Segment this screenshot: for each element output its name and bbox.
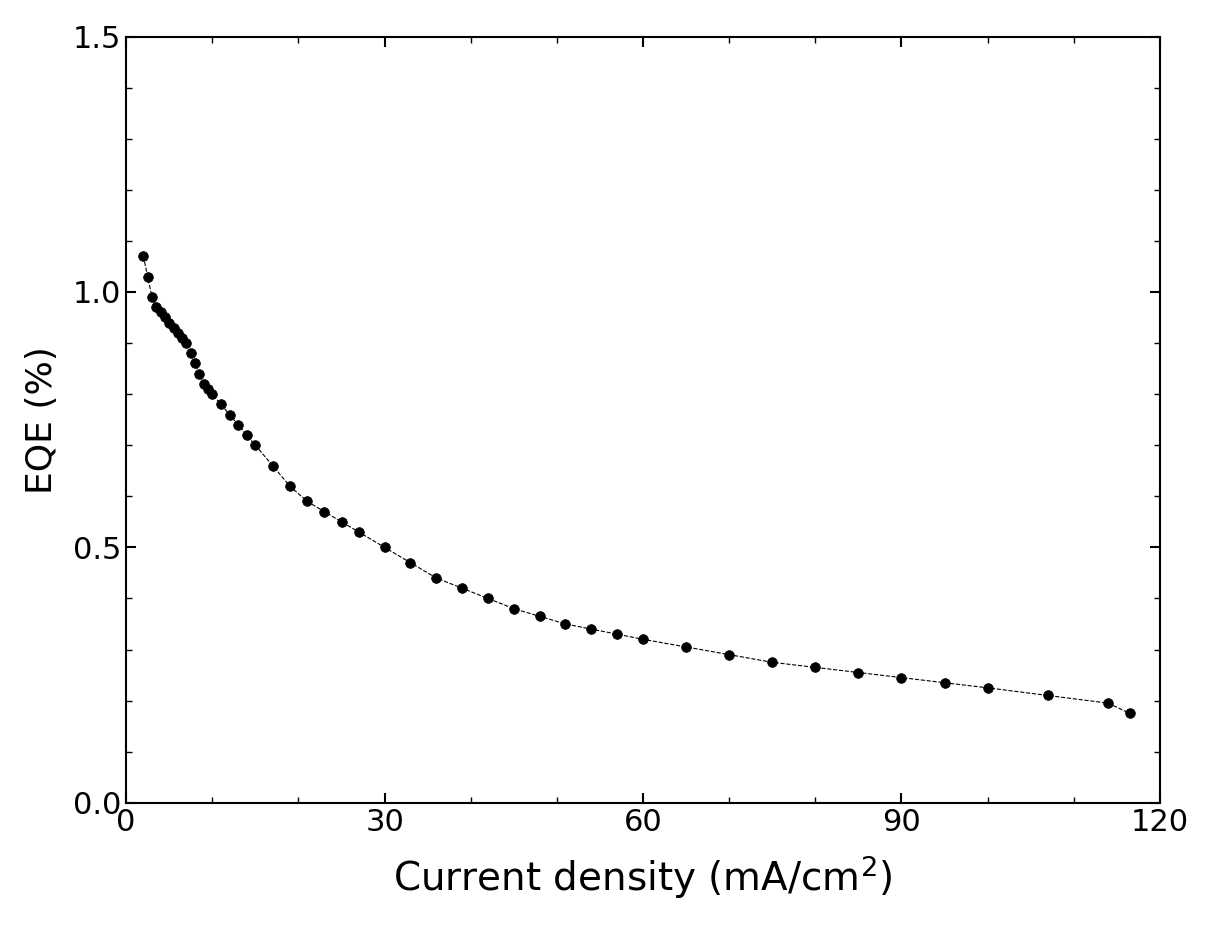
X-axis label: Current density (mA/cm$^2$): Current density (mA/cm$^2$) xyxy=(393,853,892,901)
Y-axis label: EQE (%): EQE (%) xyxy=(25,345,59,494)
